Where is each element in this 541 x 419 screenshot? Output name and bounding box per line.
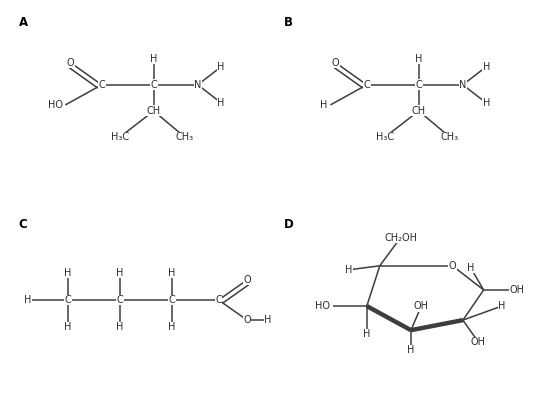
Text: H: H — [483, 62, 490, 72]
Text: H: H — [498, 301, 505, 311]
Text: OH: OH — [510, 285, 525, 295]
Text: C: C — [364, 80, 370, 90]
Text: H: H — [483, 98, 490, 108]
Text: H: H — [64, 268, 71, 278]
Text: OH: OH — [414, 301, 429, 311]
Text: H: H — [168, 268, 175, 278]
Text: C: C — [150, 80, 157, 90]
Text: H: H — [116, 322, 123, 332]
Text: N: N — [459, 80, 466, 90]
Text: H: H — [264, 315, 272, 325]
Text: H: H — [217, 98, 225, 108]
Text: O: O — [448, 261, 456, 271]
Text: N: N — [194, 80, 201, 90]
Text: H: H — [24, 295, 31, 305]
Text: HO: HO — [315, 301, 331, 311]
Text: C: C — [215, 295, 222, 305]
Text: CH₂OH: CH₂OH — [384, 233, 417, 243]
Text: C: C — [18, 217, 28, 230]
Text: O: O — [67, 58, 74, 68]
Text: H: H — [407, 345, 414, 355]
Text: CH: CH — [147, 106, 161, 116]
Text: H: H — [415, 54, 423, 64]
Text: H: H — [467, 263, 474, 273]
Text: C: C — [64, 295, 71, 305]
Text: C: C — [168, 295, 175, 305]
Text: C: C — [116, 295, 123, 305]
Text: H: H — [116, 268, 123, 278]
Text: A: A — [18, 16, 28, 29]
Text: H: H — [168, 322, 175, 332]
Text: H: H — [64, 322, 71, 332]
Text: O: O — [243, 315, 251, 325]
Text: C: C — [98, 80, 105, 90]
Text: CH₃: CH₃ — [441, 132, 459, 142]
Text: D: D — [283, 217, 293, 230]
Text: H: H — [320, 100, 328, 110]
Text: H: H — [150, 54, 157, 64]
Text: H: H — [363, 329, 371, 339]
Text: HO: HO — [48, 100, 63, 110]
Text: O: O — [243, 275, 251, 285]
Text: O: O — [332, 58, 339, 68]
Text: OH: OH — [471, 337, 486, 347]
Text: B: B — [283, 16, 293, 29]
Text: CH₃: CH₃ — [176, 132, 194, 142]
Text: CH: CH — [412, 106, 426, 116]
Text: C: C — [415, 80, 422, 90]
Text: H: H — [345, 265, 352, 275]
Text: H₃C: H₃C — [111, 132, 129, 142]
Text: H₃C: H₃C — [376, 132, 394, 142]
Text: H: H — [217, 62, 225, 72]
